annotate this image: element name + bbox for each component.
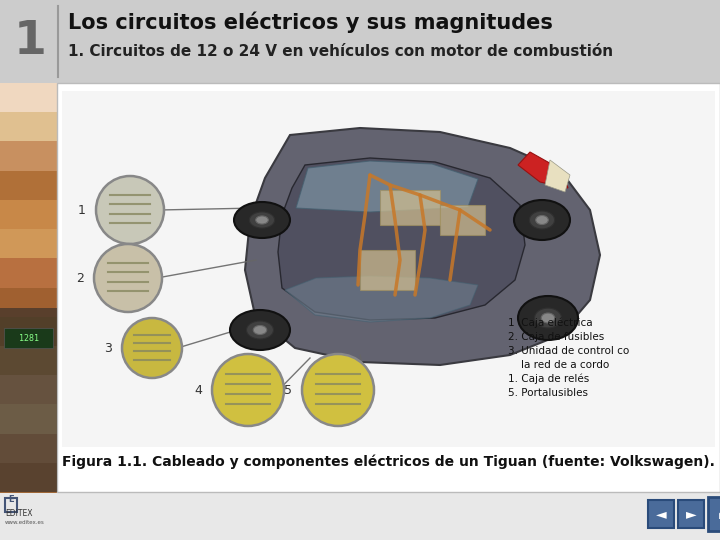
Bar: [0, 171, 57, 201]
Text: la red de a cordo: la red de a cordo: [508, 360, 609, 370]
Text: Los circuitos eléctricos y sus magnitudes: Los circuitos eléctricos y sus magnitude…: [68, 11, 553, 33]
Ellipse shape: [541, 313, 554, 323]
Circle shape: [94, 244, 162, 312]
Bar: [57, 83, 720, 492]
Bar: [0, 463, 57, 493]
Text: 1. Caja de relés: 1. Caja de relés: [508, 374, 589, 384]
Polygon shape: [278, 158, 525, 320]
Ellipse shape: [256, 216, 269, 224]
Text: ◄: ◄: [656, 507, 666, 521]
Circle shape: [122, 318, 182, 378]
Ellipse shape: [518, 296, 578, 340]
Text: E: E: [8, 495, 14, 504]
Bar: [648, 500, 674, 528]
Text: 1: 1: [14, 19, 46, 64]
Ellipse shape: [534, 308, 562, 328]
Bar: [0, 112, 57, 143]
Ellipse shape: [529, 211, 554, 229]
Bar: [0, 229, 57, 259]
Bar: [0, 492, 720, 540]
Bar: [380, 190, 440, 225]
Bar: [0, 346, 57, 376]
Bar: [0, 308, 57, 492]
Ellipse shape: [246, 321, 274, 339]
Text: 1: 1: [78, 204, 86, 217]
Text: 5. Portalusibles: 5. Portalusibles: [508, 388, 588, 398]
Bar: [0, 258, 57, 288]
Polygon shape: [285, 276, 478, 322]
Bar: [4, 328, 53, 348]
Text: 1  Caja eléctrica: 1 Caja eléctrica: [508, 318, 593, 328]
Circle shape: [212, 354, 284, 426]
Bar: [678, 500, 704, 528]
Text: www.editex.es: www.editex.es: [5, 520, 45, 525]
Circle shape: [96, 176, 164, 244]
Polygon shape: [518, 152, 568, 188]
Bar: [0, 375, 57, 406]
Text: ⌂: ⌂: [718, 505, 720, 523]
Bar: [0, 317, 57, 347]
Text: 4: 4: [194, 383, 202, 396]
Text: 3. Unidad de control co: 3. Unidad de control co: [508, 346, 629, 356]
Ellipse shape: [536, 215, 549, 225]
Bar: [440, 205, 485, 235]
Text: EDITEX: EDITEX: [5, 509, 32, 518]
Polygon shape: [245, 128, 600, 365]
Text: 5: 5: [284, 383, 292, 396]
Ellipse shape: [230, 310, 290, 350]
Ellipse shape: [514, 200, 570, 240]
Text: 2. Caja de fusibles: 2. Caja de fusibles: [508, 332, 604, 342]
Bar: [708, 497, 720, 531]
Text: Figura 1.1. Cableado y componentes eléctricos de un Tiguan (fuente: Volkswagen).: Figura 1.1. Cableado y componentes eléct…: [62, 455, 715, 469]
Polygon shape: [296, 161, 478, 212]
Circle shape: [302, 354, 374, 426]
Polygon shape: [545, 160, 570, 192]
Bar: [0, 434, 57, 464]
Text: ►: ►: [685, 507, 696, 521]
Bar: [0, 83, 57, 113]
Text: 2: 2: [76, 272, 84, 285]
Ellipse shape: [234, 202, 290, 238]
Text: 1281: 1281: [19, 334, 38, 343]
Bar: [0, 404, 57, 435]
Bar: [0, 83, 57, 492]
Bar: [5, 498, 17, 512]
Text: 3: 3: [104, 341, 112, 354]
Ellipse shape: [253, 326, 266, 334]
Ellipse shape: [249, 212, 274, 228]
Bar: [0, 287, 57, 318]
Text: 1. Circuitos de 12 o 24 V en vehículos con motor de combustión: 1. Circuitos de 12 o 24 V en vehículos c…: [68, 44, 613, 59]
Bar: [0, 141, 57, 172]
Bar: [0, 200, 57, 230]
Bar: [360, 250, 415, 290]
Bar: [62, 91, 715, 447]
Bar: [0, 0, 720, 83]
